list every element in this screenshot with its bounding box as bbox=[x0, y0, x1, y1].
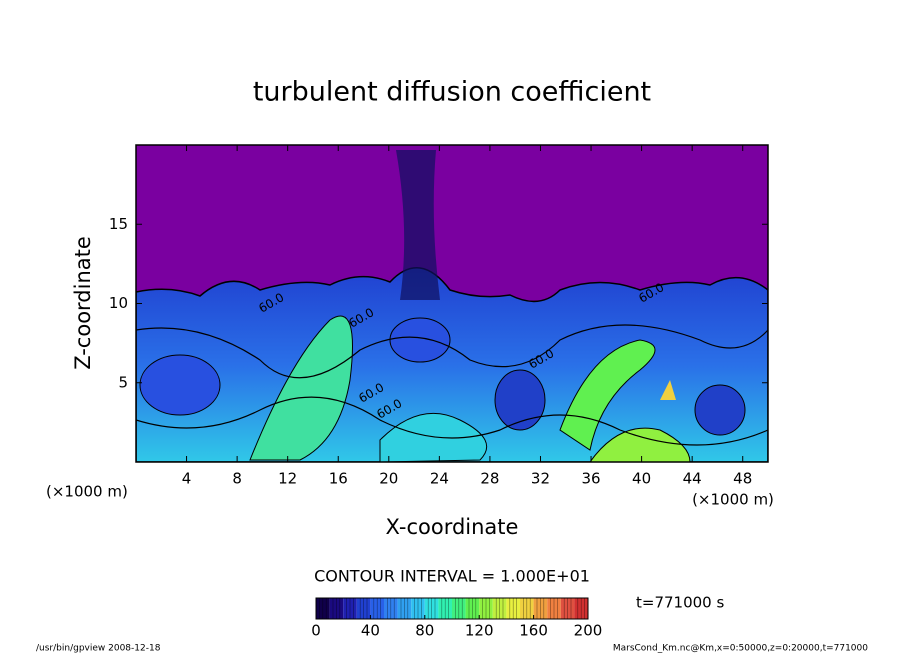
chart-title: turbulent diffusion coefficient bbox=[253, 77, 651, 108]
colorbar-tick-label: 40 bbox=[361, 622, 380, 640]
y-tick-label: 15 bbox=[109, 215, 128, 233]
contour-interval: CONTOUR INTERVAL = 1.000E+01 bbox=[314, 567, 590, 586]
y-tick-label: 5 bbox=[118, 373, 128, 391]
x-tick-label: 8 bbox=[232, 470, 242, 488]
footer-right: MarsCond_Km.nc@Km,x=0:50000,z=0:20000,t=… bbox=[613, 644, 868, 654]
y-unit: (×1000 m) bbox=[46, 483, 128, 501]
x-tick-label: 44 bbox=[683, 470, 702, 488]
x-axis-label: X-coordinate bbox=[386, 515, 519, 539]
y-axis-label: Z-coordinate bbox=[71, 236, 95, 370]
x-unit: (×1000 m) bbox=[692, 491, 774, 509]
x-tick-label: 28 bbox=[480, 470, 499, 488]
x-tick-label: 48 bbox=[733, 470, 752, 488]
x-tick-label: 40 bbox=[632, 470, 651, 488]
footer-left: /usr/bin/gpview 2008-12-18 bbox=[36, 644, 161, 654]
x-tick-label: 20 bbox=[379, 470, 398, 488]
colorbar-tick-label: 0 bbox=[311, 622, 321, 640]
colorbar-tick-label: 160 bbox=[519, 622, 548, 640]
colorbar-tick-label: 120 bbox=[465, 622, 494, 640]
colorbar-tick-label: 80 bbox=[415, 622, 434, 640]
x-tick-label: 16 bbox=[329, 470, 348, 488]
x-tick-label: 12 bbox=[278, 470, 297, 488]
contour-field bbox=[136, 145, 768, 462]
x-tick-label: 36 bbox=[581, 470, 600, 488]
time-label: t=771000 s bbox=[636, 594, 724, 612]
y-tick-label: 10 bbox=[109, 294, 128, 312]
x-tick-label: 4 bbox=[182, 470, 192, 488]
colorbar-frame bbox=[315, 597, 589, 620]
x-tick-label: 24 bbox=[430, 470, 449, 488]
colorbar-tick-label: 200 bbox=[574, 622, 603, 640]
x-tick-label: 32 bbox=[531, 470, 550, 488]
